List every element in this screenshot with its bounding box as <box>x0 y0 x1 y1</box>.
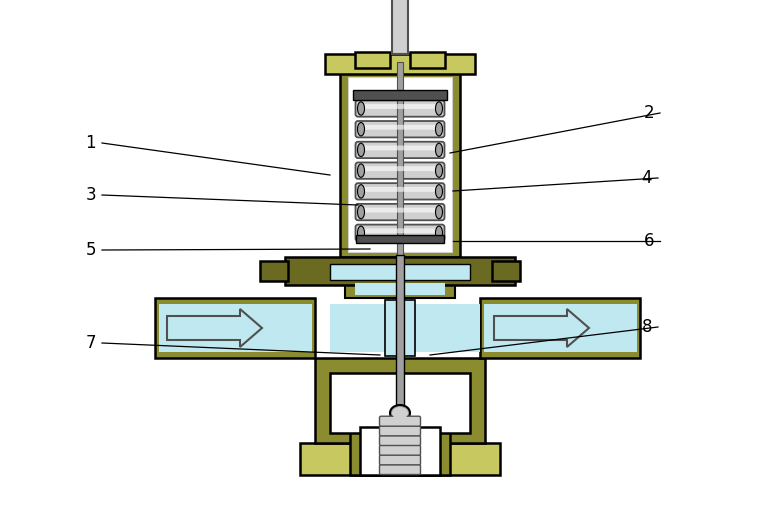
FancyBboxPatch shape <box>361 146 439 150</box>
FancyBboxPatch shape <box>380 436 420 445</box>
FancyBboxPatch shape <box>361 166 439 171</box>
Bar <box>348 77 452 252</box>
Bar <box>285 257 515 285</box>
Bar <box>330 304 385 352</box>
FancyBboxPatch shape <box>356 225 445 241</box>
Bar <box>159 304 312 352</box>
Ellipse shape <box>435 226 442 240</box>
Bar <box>492 261 520 281</box>
FancyBboxPatch shape <box>361 125 439 130</box>
Bar <box>353 90 447 100</box>
Bar <box>360 427 440 475</box>
Bar <box>300 443 500 475</box>
Ellipse shape <box>435 102 442 115</box>
FancyBboxPatch shape <box>356 183 445 200</box>
Bar <box>315 358 485 443</box>
Ellipse shape <box>357 102 364 115</box>
Ellipse shape <box>390 405 410 421</box>
Bar <box>356 235 444 243</box>
FancyBboxPatch shape <box>356 121 445 137</box>
FancyBboxPatch shape <box>380 445 420 455</box>
FancyBboxPatch shape <box>356 142 445 158</box>
Ellipse shape <box>357 205 364 219</box>
Text: 2: 2 <box>644 104 654 122</box>
Bar <box>345 280 455 298</box>
Bar <box>392 0 408 54</box>
Text: 4: 4 <box>641 169 652 187</box>
Ellipse shape <box>357 123 364 136</box>
FancyArrow shape <box>494 309 589 347</box>
Bar <box>480 298 640 358</box>
Ellipse shape <box>392 407 408 419</box>
Bar <box>355 283 445 295</box>
Bar <box>330 264 470 280</box>
FancyBboxPatch shape <box>361 104 439 109</box>
FancyBboxPatch shape <box>380 465 420 475</box>
Bar <box>484 304 637 352</box>
Bar <box>415 304 480 352</box>
Text: 6: 6 <box>644 232 654 250</box>
Bar <box>355 52 390 68</box>
Ellipse shape <box>435 205 442 219</box>
Bar <box>410 52 445 68</box>
Bar <box>330 373 470 433</box>
FancyBboxPatch shape <box>361 187 439 192</box>
Ellipse shape <box>357 185 364 198</box>
Text: 1: 1 <box>85 134 96 152</box>
FancyBboxPatch shape <box>380 416 420 426</box>
Text: 5: 5 <box>86 241 96 259</box>
FancyBboxPatch shape <box>380 426 420 436</box>
FancyBboxPatch shape <box>361 228 439 233</box>
FancyBboxPatch shape <box>356 101 445 116</box>
Ellipse shape <box>435 185 442 198</box>
Ellipse shape <box>357 143 364 156</box>
Text: 8: 8 <box>641 318 652 336</box>
Bar <box>260 261 288 281</box>
Bar <box>397 62 403 257</box>
Bar <box>396 255 404 475</box>
Bar <box>155 298 315 358</box>
Ellipse shape <box>357 226 364 240</box>
Text: 3: 3 <box>85 186 96 204</box>
Ellipse shape <box>435 143 442 156</box>
FancyBboxPatch shape <box>356 163 445 179</box>
FancyBboxPatch shape <box>380 455 420 465</box>
Ellipse shape <box>357 164 364 177</box>
Bar <box>385 300 415 356</box>
Bar <box>340 72 460 257</box>
FancyArrow shape <box>167 309 262 347</box>
Text: 7: 7 <box>86 334 96 352</box>
FancyBboxPatch shape <box>361 208 439 212</box>
Ellipse shape <box>435 123 442 136</box>
Bar <box>350 430 450 475</box>
Ellipse shape <box>435 164 442 177</box>
FancyBboxPatch shape <box>356 204 445 220</box>
Bar <box>325 54 475 74</box>
